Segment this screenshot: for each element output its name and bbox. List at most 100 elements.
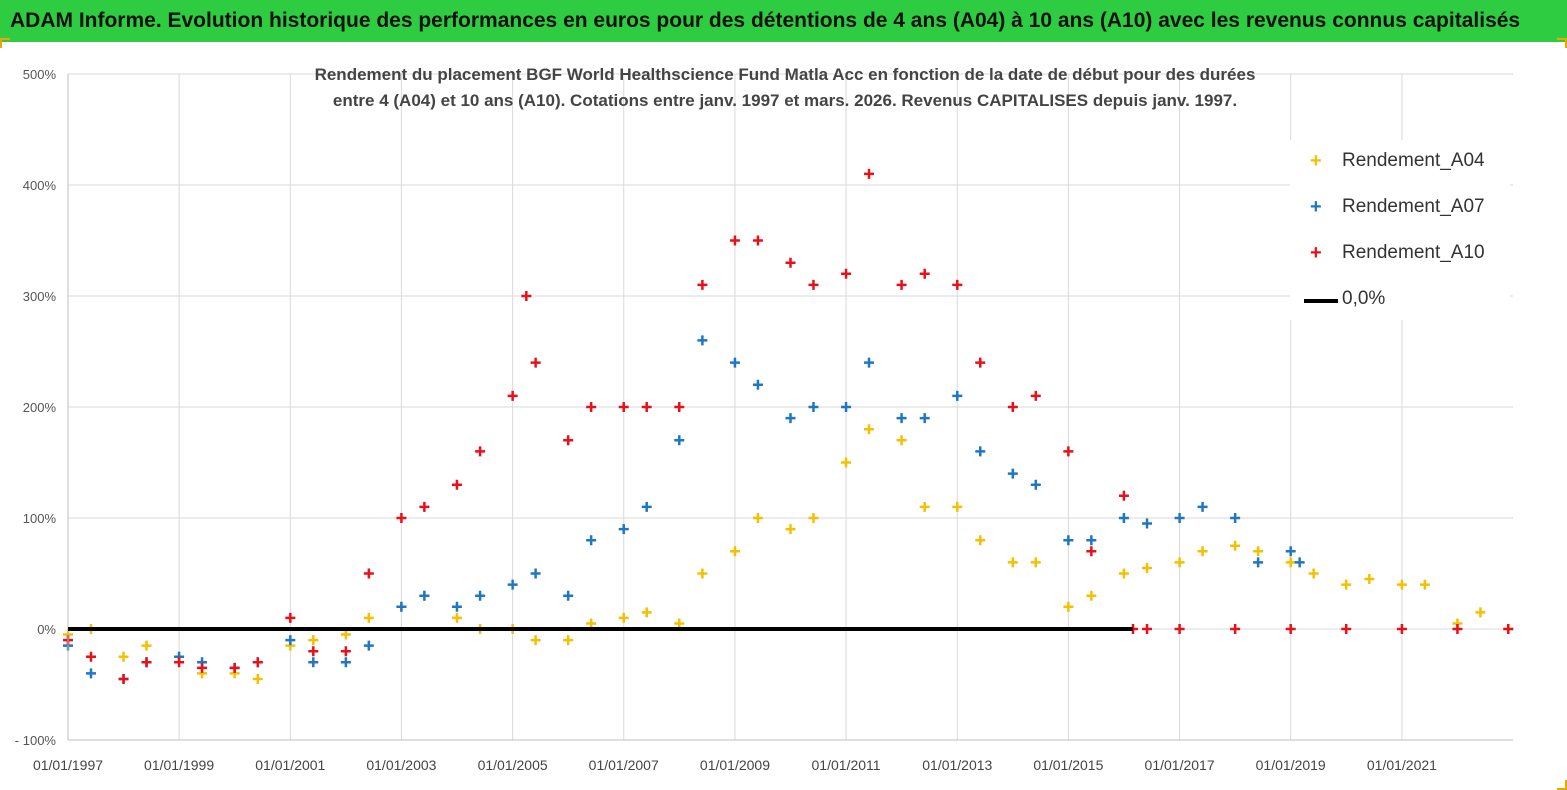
- data-point: [785, 257, 796, 268]
- data-point: [1419, 579, 1430, 590]
- x-tick-label: 01/01/2001: [255, 757, 325, 773]
- data-point: [1174, 624, 1185, 634]
- series-Rendement_A04: [63, 424, 1514, 684]
- data-point: [808, 513, 819, 523]
- y-tick-label: 500%: [23, 67, 57, 82]
- data-point: [1285, 557, 1296, 568]
- plus-marker-icon: +: [1310, 150, 1322, 172]
- data-point: [1197, 546, 1208, 557]
- data-point: [363, 640, 374, 651]
- data-point: [85, 668, 96, 679]
- data-point: [1063, 446, 1074, 457]
- data-point: [1007, 402, 1018, 412]
- series-Rendement_A07: [63, 335, 1305, 684]
- x-tick-label: 01/01/2021: [1367, 757, 1437, 773]
- data-point: [952, 279, 963, 290]
- corner-marker-top-left: [0, 38, 10, 48]
- report-banner-title: ADAM Informe. Evolution historique des p…: [0, 0, 1567, 42]
- data-point: [308, 635, 319, 646]
- data-point: [419, 501, 430, 512]
- data-point: [919, 501, 930, 512]
- data-point: [340, 646, 351, 657]
- data-point: [618, 402, 629, 412]
- data-point: [864, 168, 875, 179]
- data-point: [752, 379, 763, 390]
- data-point: [563, 590, 574, 601]
- data-point: [1294, 557, 1305, 568]
- data-point: [785, 413, 796, 424]
- data-point: [618, 524, 629, 535]
- data-point: [1475, 607, 1486, 618]
- x-tick-label: 01/01/2011: [812, 757, 881, 773]
- data-point: [729, 235, 740, 246]
- data-point: [1197, 501, 1208, 512]
- data-point: [752, 235, 763, 246]
- data-point: [85, 651, 96, 662]
- data-point: [641, 402, 652, 412]
- data-point: [475, 590, 486, 601]
- data-point: [975, 357, 986, 368]
- data-point: [1142, 624, 1153, 634]
- data-point: [1142, 562, 1153, 573]
- data-point: [752, 513, 763, 523]
- data-point: [1230, 624, 1241, 634]
- data-point: [729, 546, 740, 557]
- data-point: [864, 424, 875, 435]
- data-point: [1174, 513, 1185, 523]
- data-point: [618, 612, 629, 623]
- y-tick-label: 0%: [37, 622, 56, 637]
- data-point: [1086, 535, 1097, 546]
- data-point: [530, 568, 541, 579]
- plus-marker-icon: +: [1310, 242, 1322, 264]
- x-tick-label: 01/01/2005: [478, 757, 548, 773]
- data-point: [141, 657, 152, 668]
- data-point: [919, 268, 930, 279]
- x-tick-label: 01/01/2019: [1256, 757, 1326, 773]
- legend-item-a07: + Rendement_A07: [1290, 194, 1510, 222]
- data-point: [952, 501, 963, 512]
- data-point: [1174, 557, 1185, 568]
- data-point: [521, 291, 532, 301]
- data-point: [340, 657, 351, 668]
- chart-title: Rendement du placement BGF World Healths…: [270, 62, 1300, 114]
- data-point: [1063, 601, 1074, 612]
- data-point: [1086, 546, 1097, 557]
- data-point: [1086, 590, 1097, 601]
- corner-marker-bottom-right: [1557, 780, 1567, 790]
- data-point: [252, 657, 263, 668]
- data-point: [530, 357, 541, 368]
- x-tick-label: 01/01/1999: [144, 757, 214, 773]
- data-point: [1030, 390, 1041, 401]
- x-tick-label: 01/01/2009: [700, 757, 770, 773]
- x-tick-label: 01/01/2015: [1033, 757, 1103, 773]
- data-point: [396, 513, 407, 523]
- y-tick-label: 100%: [23, 511, 57, 526]
- data-point: [841, 268, 852, 279]
- data-point: [896, 279, 907, 290]
- data-point: [697, 279, 708, 290]
- data-point: [586, 535, 597, 546]
- data-point: [1503, 624, 1514, 634]
- data-point: [952, 390, 963, 401]
- data-point: [1030, 479, 1041, 490]
- chart-legend: + Rendement_A04 + Rendement_A07 + Rendem…: [1290, 140, 1510, 320]
- corner-marker-top-right: [1557, 38, 1567, 48]
- legend-label-a07: Rendement_A07: [1342, 196, 1485, 217]
- data-point: [641, 501, 652, 512]
- x-tick-label: 01/01/1997: [33, 757, 103, 773]
- data-point: [1063, 535, 1074, 546]
- data-point: [451, 479, 462, 490]
- data-point: [118, 651, 129, 662]
- data-point: [363, 612, 374, 623]
- data-point: [1396, 624, 1407, 634]
- data-point: [1452, 624, 1463, 634]
- data-point: [197, 662, 208, 673]
- data-point: [1253, 546, 1264, 557]
- chart-title-line-2: entre 4 (A04) et 10 ans (A10). Cotations…: [332, 91, 1238, 110]
- data-point: [1253, 557, 1264, 568]
- legend-item-zero-line: 0,0%: [1290, 286, 1510, 314]
- data-point: [841, 402, 852, 412]
- x-tick-label: 01/01/2017: [1145, 757, 1215, 773]
- x-tick-label: 01/01/2003: [366, 757, 436, 773]
- data-point: [729, 357, 740, 368]
